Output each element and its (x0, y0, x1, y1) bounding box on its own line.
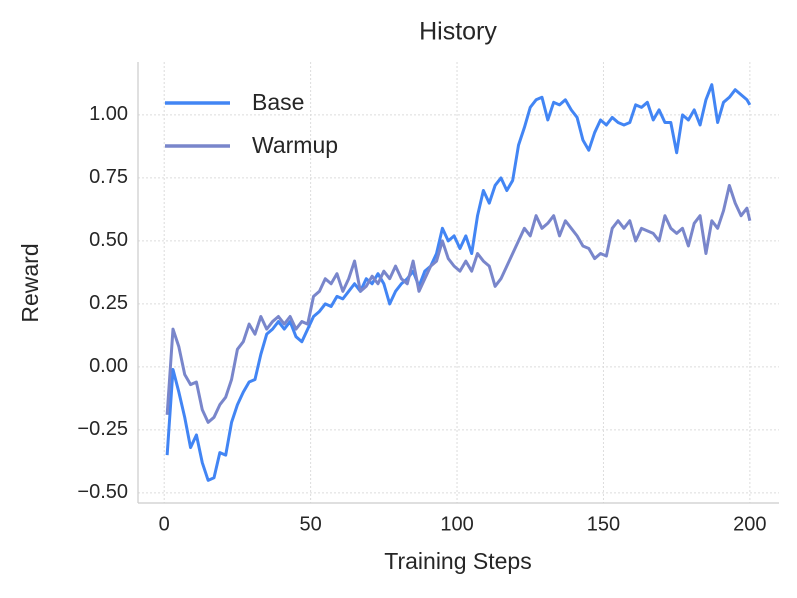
y-tick-label: −0.50 (77, 481, 128, 503)
x-tick-label: 0 (159, 513, 170, 535)
y-tick-label: 0.50 (89, 229, 128, 251)
series-line (165, 83, 752, 482)
y-tick-label: 1.00 (89, 103, 128, 125)
series-line (165, 183, 752, 424)
y-axis-label: Reward (17, 243, 43, 322)
x-axis-label: Training Steps (384, 548, 531, 574)
chart-title: History (419, 18, 497, 46)
legend-label: Base (252, 89, 304, 115)
y-tick-label: 0.00 (89, 355, 128, 377)
x-tick-label: 100 (440, 513, 473, 535)
y-tick-label: 0.25 (89, 292, 128, 314)
x-tick-label: 150 (587, 513, 620, 535)
x-tick-label: 50 (299, 513, 321, 535)
legend-label: Warmup (252, 132, 338, 158)
x-tick-label: 200 (733, 513, 766, 535)
y-tick-label: 0.75 (89, 166, 128, 188)
y-tick-label: −0.25 (77, 418, 128, 440)
